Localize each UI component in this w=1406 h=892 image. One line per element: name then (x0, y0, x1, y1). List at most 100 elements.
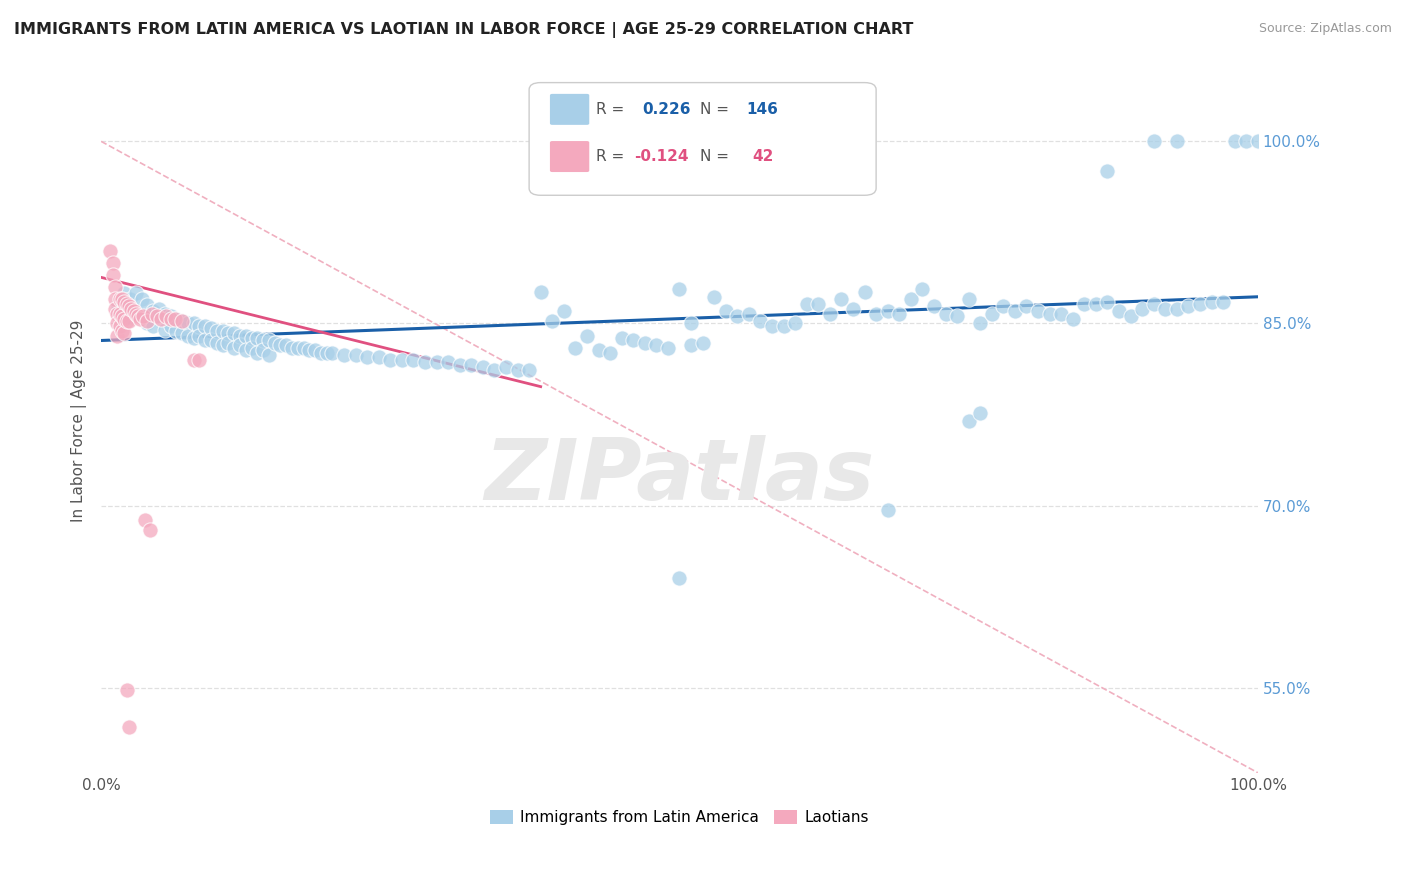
Point (1015, 300, 1038, 314)
Point (142, 318, 165, 333)
Point (1062, 311, 1084, 326)
Point (101, 256, 124, 270)
Point (107, 298, 129, 312)
Point (1166, 134, 1188, 148)
Point (112, 286, 135, 301)
Point (194, 318, 217, 333)
Point (356, 351, 378, 365)
Point (281, 341, 304, 355)
Point (118, 292, 141, 306)
Point (738, 307, 761, 321)
Point (1143, 297, 1166, 311)
Point (153, 307, 176, 321)
Point (118, 310, 141, 325)
Point (599, 345, 621, 359)
Text: N =: N = (700, 149, 734, 164)
Point (1097, 294, 1119, 309)
Point (112, 326, 135, 341)
Point (703, 290, 725, 304)
Point (668, 572, 690, 586)
FancyBboxPatch shape (550, 141, 589, 172)
Point (749, 314, 772, 328)
Point (309, 345, 332, 359)
Point (681, 317, 703, 331)
Point (115, 683, 138, 698)
Point (830, 292, 852, 306)
Point (125, 286, 148, 301)
Point (426, 355, 449, 369)
Point (200, 334, 222, 348)
Point (610, 331, 633, 345)
Point (159, 309, 181, 323)
Point (506, 362, 529, 376)
Point (298, 343, 321, 358)
Point (148, 310, 170, 325)
Point (588, 343, 610, 358)
Point (957, 414, 980, 428)
Point (229, 328, 252, 343)
Point (1223, 134, 1246, 148)
Point (129, 311, 152, 326)
Point (257, 348, 280, 362)
Point (111, 292, 134, 306)
Point (118, 720, 141, 734)
Point (333, 348, 356, 362)
Point (922, 300, 945, 314)
Point (657, 341, 679, 355)
Point (1177, 300, 1199, 314)
Point (224, 326, 246, 341)
Point (391, 352, 413, 367)
Point (681, 338, 703, 352)
Point (183, 352, 205, 367)
Point (131, 310, 153, 325)
Point (112, 294, 135, 309)
Point (183, 331, 205, 345)
Point (125, 304, 148, 318)
Point (1188, 297, 1211, 311)
Point (1039, 307, 1062, 321)
Point (269, 338, 291, 352)
Point (125, 307, 148, 321)
Point (165, 311, 187, 326)
Point (1026, 304, 1049, 318)
Text: 0.226: 0.226 (643, 102, 690, 117)
Point (957, 292, 980, 306)
Point (1247, 134, 1270, 148)
Point (889, 307, 911, 321)
Point (541, 314, 564, 328)
Point (621, 334, 644, 348)
Point (172, 326, 194, 341)
Point (142, 304, 165, 318)
Point (188, 328, 211, 343)
Point (413, 355, 436, 369)
Point (772, 318, 794, 333)
Point (100, 244, 122, 258)
Point (575, 328, 598, 343)
Point (108, 318, 131, 333)
Text: R =: R = (596, 102, 630, 117)
Point (263, 335, 285, 350)
Point (159, 311, 181, 326)
Point (1073, 297, 1095, 311)
Point (1234, 134, 1257, 148)
Point (136, 314, 159, 328)
Point (785, 317, 807, 331)
Point (165, 324, 187, 338)
Point (108, 292, 131, 306)
Point (471, 360, 494, 375)
Point (205, 324, 228, 338)
Point (252, 343, 274, 358)
Text: N =: N = (700, 102, 734, 117)
Point (118, 300, 141, 314)
Point (111, 309, 134, 323)
Point (246, 345, 269, 359)
Point (257, 334, 280, 348)
Point (380, 352, 402, 367)
Point (304, 343, 326, 358)
Point (315, 345, 337, 359)
Point (993, 300, 1015, 314)
Point (645, 338, 668, 352)
Point (1154, 301, 1177, 316)
Point (876, 304, 898, 318)
Point (449, 358, 471, 372)
